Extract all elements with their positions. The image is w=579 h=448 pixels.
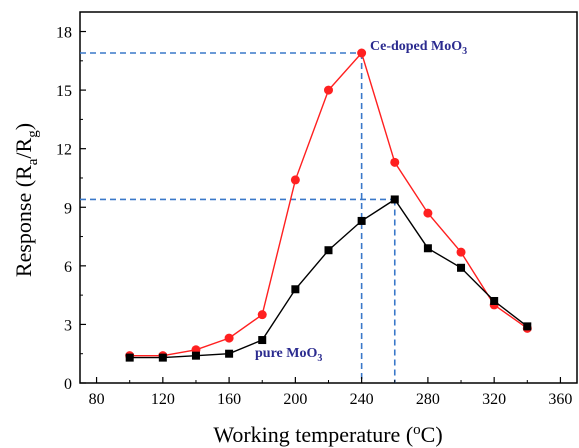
x-axis-ticks: 80 120 160 200 240 280 320 360 [89, 377, 572, 408]
series-1-point-5 [291, 285, 300, 294]
series-0-point-6 [324, 85, 333, 95]
x-tick-label-160: 160 [217, 391, 241, 408]
series-1-point-4 [258, 336, 267, 345]
series-line-1 [129, 198, 528, 359]
series-1-point-1 [158, 353, 167, 362]
series-1-point-10 [457, 263, 466, 272]
series-label-pure: pure MoO3 [255, 346, 322, 364]
y-axis-title: Response (Ra/Rg) [11, 123, 41, 277]
series-1-point-2 [191, 351, 200, 360]
y-tick-label-18: 18 [56, 25, 72, 42]
x-axis-title: Working temperature (oC) [213, 422, 442, 447]
series-0-point-7 [357, 48, 367, 58]
series-line-0 [129, 51, 528, 357]
plot-frame [79, 11, 578, 384]
series-1-point-0 [125, 353, 134, 362]
series-layer [125, 48, 532, 362]
x-tick-label-120: 120 [151, 391, 175, 408]
series-1-point-12 [523, 322, 532, 331]
y-tick-label-15: 15 [56, 83, 72, 100]
series-0-point-10 [456, 247, 466, 257]
series-0-point-4 [257, 310, 267, 320]
series-label-ce-doped: Ce-doped MoO3 [370, 39, 467, 57]
y-tick-label-9: 9 [64, 200, 72, 217]
reference-lines [80, 52, 396, 383]
x-tick-label-360: 360 [548, 391, 572, 408]
series-0-point-5 [290, 175, 300, 185]
y-tick-label-12: 12 [56, 142, 72, 159]
series-1-point-6 [324, 246, 333, 255]
x-tick-label-320: 320 [482, 391, 506, 408]
series-0-point-9 [423, 208, 433, 218]
x-tick-label-240: 240 [350, 391, 374, 408]
series-1-point-3 [225, 349, 234, 358]
series-1-point-7 [357, 216, 366, 225]
x-tick-label-200: 200 [283, 391, 307, 408]
y-tick-label-3: 3 [64, 317, 72, 334]
x-tick-label-80: 80 [89, 391, 105, 408]
y-tick-label-6: 6 [64, 259, 72, 276]
series-1-point-9 [423, 244, 432, 253]
series-0-point-3 [224, 333, 234, 343]
series-1-point-11 [490, 296, 499, 305]
x-tick-label-280: 280 [416, 391, 440, 408]
y-tick-label-0: 0 [64, 376, 72, 393]
y-axis-ticks: 0 3 6 9 12 15 18 [56, 25, 86, 393]
series-1-point-8 [390, 195, 399, 204]
series-0-point-8 [390, 157, 400, 167]
